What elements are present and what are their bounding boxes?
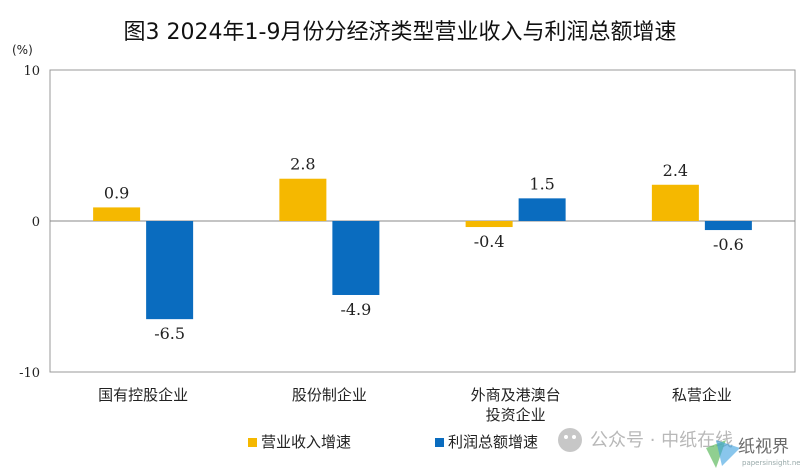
- data-labels: 0.9 -6.5 2.8 -4.9 -0.4 1.5 2.4 -0.6: [104, 155, 744, 343]
- category-label: 国有控股企业: [98, 386, 188, 404]
- bar: [93, 207, 141, 221]
- data-label: -4.9: [340, 300, 371, 319]
- bar: [704, 221, 752, 231]
- data-label: 0.9: [104, 183, 129, 202]
- bar: [518, 198, 566, 221]
- y-tick-label: -10: [19, 366, 40, 381]
- bar: [146, 221, 194, 320]
- category-label: 投资企业: [486, 406, 546, 424]
- legend-swatch: [248, 438, 257, 447]
- bars: [93, 178, 752, 320]
- watermark-site: papersinsight.net: [742, 459, 800, 467]
- wechat-icon-eye-left: [564, 435, 568, 439]
- legend: 营业收入增速 利润总额增速: [248, 433, 538, 451]
- y-tick-label: 10: [23, 64, 40, 79]
- data-label: 2.8: [290, 155, 315, 174]
- data-label: 1.5: [529, 174, 554, 193]
- data-label: 2.4: [663, 161, 688, 180]
- brand-logo-icon-part: [716, 440, 740, 466]
- bar: [332, 221, 380, 295]
- bar: [651, 184, 699, 221]
- legend-swatch: [435, 438, 444, 447]
- legend-label: 利润总额增速: [448, 433, 538, 451]
- category-label: 股份制企业: [292, 386, 367, 404]
- wechat-icon-eye-right: [572, 435, 576, 439]
- wechat-icon: [558, 428, 582, 452]
- y-axis-unit: (%): [12, 43, 33, 57]
- category-label: 私营企业: [672, 386, 732, 404]
- watermark-brand: 纸视界: [738, 437, 789, 457]
- axes: 10 0 -10: [19, 64, 796, 381]
- legend-label: 营业收入增速: [261, 433, 351, 451]
- bar: [279, 178, 327, 221]
- data-label: -6.5: [154, 324, 185, 343]
- watermark-text: 公众号 · 中纸在线: [590, 430, 733, 451]
- watermark: 公众号 · 中纸在线 纸视界 papersinsight.net: [558, 428, 800, 468]
- y-tick-label: 0: [32, 215, 40, 230]
- category-label: 外商及港澳台: [471, 386, 561, 404]
- data-label: -0.4: [474, 232, 505, 251]
- data-label: -0.6: [713, 235, 744, 254]
- bar: [465, 221, 513, 228]
- chart-title: 图3 2024年1-9月份分经济类型营业收入与利润总额增速: [123, 20, 677, 45]
